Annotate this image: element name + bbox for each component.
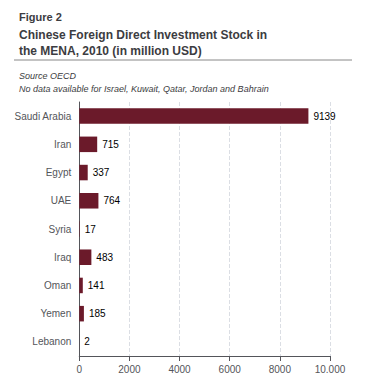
svg-text:0: 0 xyxy=(76,364,82,375)
svg-text:the MENA, 2010 (in million USD: the MENA, 2010 (in million USD) xyxy=(19,44,202,58)
svg-text:Oman: Oman xyxy=(44,280,71,291)
svg-text:6000: 6000 xyxy=(219,364,242,375)
svg-text:Iran: Iran xyxy=(54,139,71,150)
svg-text:Iraq: Iraq xyxy=(54,252,71,263)
svg-text:No data available for Israel,: No data available for Israel, Kuwait, Qa… xyxy=(19,84,269,94)
svg-text:8000: 8000 xyxy=(269,364,292,375)
svg-text:Lebanon: Lebanon xyxy=(32,336,71,347)
svg-text:2000: 2000 xyxy=(118,364,141,375)
svg-text:Source OECD: Source OECD xyxy=(19,71,77,81)
svg-text:764: 764 xyxy=(103,195,120,206)
svg-text:337: 337 xyxy=(93,167,110,178)
svg-text:Egypt: Egypt xyxy=(46,167,72,178)
svg-text:Yemen: Yemen xyxy=(40,308,71,319)
svg-text:4000: 4000 xyxy=(168,364,191,375)
svg-text:2: 2 xyxy=(84,336,90,347)
svg-text:10.000: 10.000 xyxy=(315,364,346,375)
svg-text:Figure 2: Figure 2 xyxy=(19,11,62,23)
svg-text:17: 17 xyxy=(85,224,97,235)
svg-text:Chinese Foreign Direct Investm: Chinese Foreign Direct Investment Stock … xyxy=(19,28,267,42)
svg-text:Syria: Syria xyxy=(48,224,71,235)
svg-text:185: 185 xyxy=(89,308,106,319)
svg-text:483: 483 xyxy=(96,252,113,263)
svg-text:Saudi Arabia: Saudi Arabia xyxy=(15,111,72,122)
svg-text:UAE: UAE xyxy=(51,195,72,206)
svg-text:141: 141 xyxy=(88,280,105,291)
svg-text:715: 715 xyxy=(102,139,119,150)
svg-text:9139: 9139 xyxy=(313,111,336,122)
